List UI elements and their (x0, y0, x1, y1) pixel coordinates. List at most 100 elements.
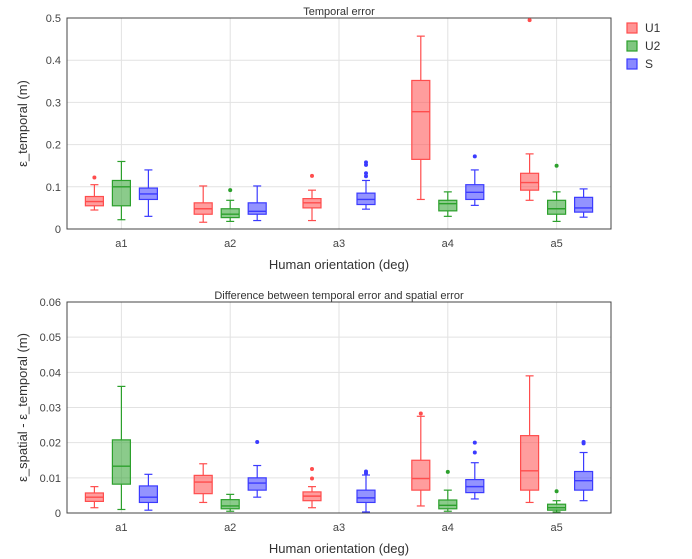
outlier-point (228, 188, 233, 193)
box-u2-a5 (546, 163, 567, 223)
box-body (411, 459, 431, 491)
legend: U1 U2 S (626, 21, 661, 71)
box-u1-a3 (302, 467, 322, 509)
outlier-point (364, 174, 368, 179)
temporal-error-panel: 0 0.1 0.2 0.3 0.4 0.5 a1 a2 a3 a4 a5 Temporal error… (15, 6, 612, 272)
y-tick-label: 0.1 (46, 182, 61, 194)
y-tick-label: 0.2 (46, 140, 61, 152)
box-body (546, 199, 567, 215)
box-body (438, 199, 458, 212)
outlier-point (472, 440, 477, 445)
box-body (438, 499, 458, 510)
x-tick-label: a1 (115, 238, 127, 250)
box-body (220, 208, 240, 219)
difference-panel: 0 0.01 0.02 0.03 0.04 0.05 0.06 a1 a2 a3 a4 a5 Diffe… (15, 290, 612, 556)
legend-swatch-u1 (626, 22, 638, 34)
x-tick-label: a2 (224, 238, 236, 250)
x-axis-label: Human orientation (deg) (269, 257, 409, 272)
y-tick-label: 0.01 (40, 473, 61, 485)
box-u2-a2 (220, 493, 240, 512)
box-body (573, 196, 594, 213)
box-body (519, 172, 540, 191)
legend-swatch-u2 (626, 40, 638, 52)
box-body (193, 474, 213, 495)
x-tick-label: a4 (442, 522, 454, 534)
x-tick-label: a4 (442, 238, 454, 250)
box-body (411, 79, 431, 160)
legend-label-u2: U2 (645, 39, 661, 53)
box-body (220, 499, 240, 510)
outlier-point (92, 175, 97, 180)
box-u2-a1 (111, 385, 132, 511)
y-tick-label: 0.03 (40, 403, 61, 415)
outlier-point (310, 476, 314, 481)
outlier-point (472, 154, 477, 159)
box-u2-a2 (220, 188, 240, 223)
outlier-point (310, 467, 314, 472)
plot-frame (66, 301, 612, 514)
box-u1-a1 (84, 486, 105, 509)
y-tick-label: 0 (55, 508, 61, 520)
y-tick-label: 0.3 (46, 97, 61, 109)
box-s-a3 (356, 160, 376, 210)
y-axis-label: ε_temporal (m) (15, 80, 30, 167)
box-s-a3 (356, 469, 376, 513)
outlier-point (554, 163, 559, 168)
box-body (111, 439, 132, 485)
outlier-point (445, 469, 450, 474)
box-u1-a4 (411, 411, 431, 507)
x-axis-label: Human orientation (deg) (269, 541, 409, 556)
box-s-a2 (247, 439, 267, 498)
box-u1-a5 (519, 375, 540, 504)
box-s-a4 (465, 440, 485, 500)
y-tick-label: 0.02 (40, 438, 61, 450)
x-tick-label: a5 (550, 522, 562, 534)
outlier-point (255, 439, 260, 444)
outlier-point (472, 450, 477, 455)
y-tick-label: 0.5 (46, 13, 61, 25)
legend-label-s: S (645, 57, 653, 71)
outlier-point (527, 18, 532, 23)
legend-swatch-s (626, 58, 638, 70)
box-u1-a2 (193, 185, 213, 223)
box-s-a5 (573, 439, 594, 502)
box-body (247, 477, 267, 491)
outlier-point (581, 439, 586, 444)
outlier-point (554, 489, 559, 494)
box-body (519, 435, 540, 491)
outlier-point (364, 171, 368, 176)
legend-label-u1: U1 (645, 21, 661, 35)
y-tick-label: 0.06 (40, 297, 61, 309)
outlier-point (364, 469, 368, 474)
box-s-a4 (465, 154, 485, 206)
box-u1-a5 (519, 18, 540, 201)
box-u2-a5 (546, 489, 567, 513)
x-tick-label: a3 (333, 238, 345, 250)
box-u1-a4 (411, 35, 431, 201)
box-s-a2 (247, 185, 267, 222)
x-tick-label: a2 (224, 522, 236, 534)
box-body (138, 485, 158, 504)
y-tick-label: 0.4 (46, 55, 61, 67)
box-u1-a1 (84, 175, 105, 211)
outlier-point (310, 173, 314, 178)
box-body (356, 489, 376, 504)
box-u2-a1 (111, 160, 132, 221)
box-body (247, 202, 267, 215)
chart-title: Difference between temporal error and sp… (214, 290, 464, 302)
outlier-point (364, 160, 368, 165)
box-s-a5 (573, 188, 594, 218)
x-tick-label: a1 (115, 522, 127, 534)
box-u2-a4 (438, 469, 458, 512)
box-body (111, 179, 132, 207)
y-tick-label: 0 (55, 224, 61, 236)
y-axis-label: ε_spatial - ε_temporal (m) (15, 333, 30, 482)
plot-frame (66, 17, 612, 230)
box-u1-a2 (193, 463, 213, 504)
box-u1-a3 (302, 173, 322, 222)
box-u2-a4 (438, 191, 458, 217)
box-s-a1 (138, 169, 158, 217)
x-tick-label: a5 (550, 238, 562, 250)
y-tick-label: 0.05 (40, 332, 61, 344)
y-tick-label: 0.04 (40, 367, 61, 379)
